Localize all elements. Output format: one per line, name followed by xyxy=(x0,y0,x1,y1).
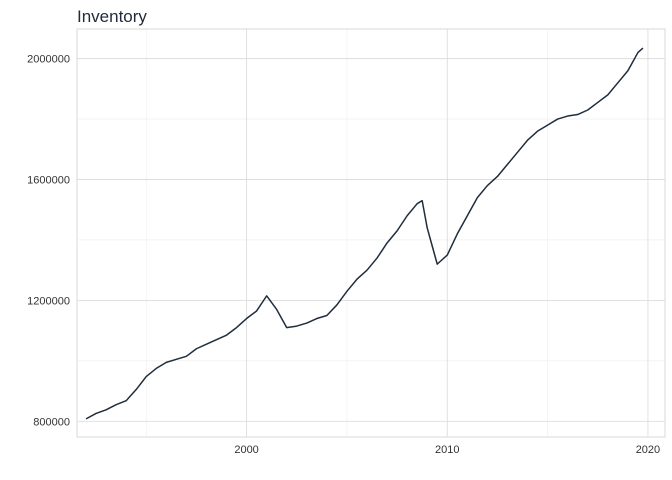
chart-title: Inventory xyxy=(77,7,147,26)
y-tick-label: 800000 xyxy=(33,416,70,428)
x-tick-label: 2020 xyxy=(636,444,660,456)
minor-gridlines xyxy=(77,29,665,437)
y-tick-label: 1600000 xyxy=(27,175,70,187)
series-layer xyxy=(85,47,644,420)
y-tick-label: 2000000 xyxy=(27,54,70,66)
x-tick-label: 2010 xyxy=(435,444,459,456)
y-tick-label: 1200000 xyxy=(27,295,70,307)
inventory-series-line xyxy=(85,47,644,420)
plot-panel xyxy=(76,28,666,438)
major-gridlines xyxy=(77,29,665,437)
x-tick-label: 2000 xyxy=(234,444,258,456)
y-axis: 800000 1200000 1600000 2000000 xyxy=(27,54,70,429)
x-axis: 2000 2010 2020 xyxy=(234,444,660,456)
